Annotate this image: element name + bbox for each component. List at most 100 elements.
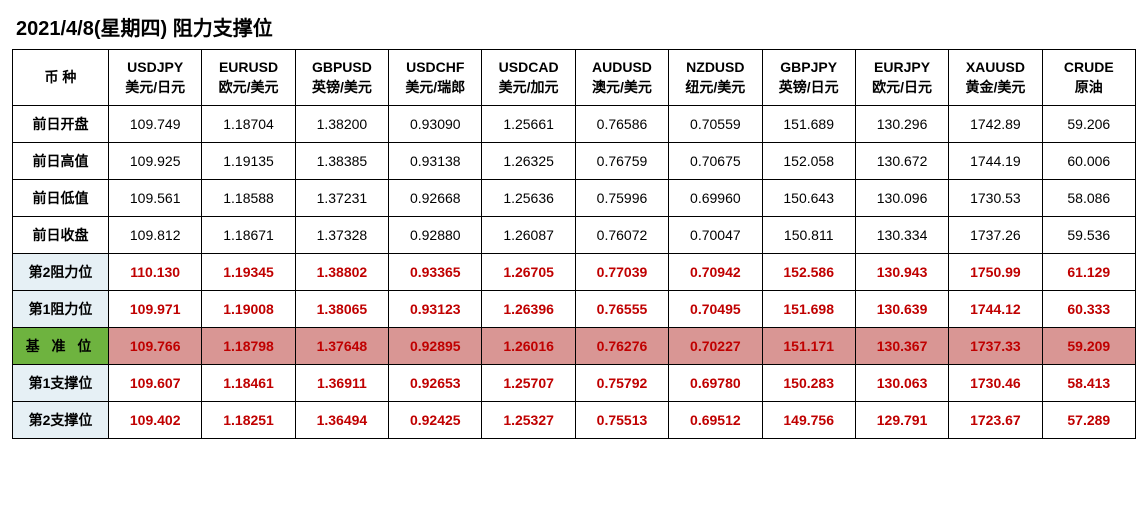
cell: 1.38802	[295, 254, 388, 291]
column-subtitle: 欧元/日元	[860, 78, 944, 98]
row-label: 第1阻力位	[13, 291, 109, 328]
column-header: CRUDE原油	[1042, 50, 1135, 106]
cell: 0.76072	[575, 217, 668, 254]
corner-header: 币 种	[13, 50, 109, 106]
table-row: 第2支撑位109.4021.182511.364940.924251.25327…	[13, 402, 1136, 439]
table-row: 基 准 位109.7661.187981.376480.928951.26016…	[13, 328, 1136, 365]
cell: 1.37648	[295, 328, 388, 365]
cell: 59.536	[1042, 217, 1135, 254]
cell: 1.18588	[202, 180, 295, 217]
column-subtitle: 欧元/美元	[206, 78, 290, 98]
column-symbol: USDJPY	[113, 58, 197, 78]
cell: 0.75792	[575, 365, 668, 402]
cell: 0.77039	[575, 254, 668, 291]
cell: 150.811	[762, 217, 855, 254]
cell: 0.70942	[669, 254, 762, 291]
cell: 130.639	[855, 291, 948, 328]
cell: 130.672	[855, 143, 948, 180]
cell: 0.70675	[669, 143, 762, 180]
cell: 152.058	[762, 143, 855, 180]
cell: 0.69780	[669, 365, 762, 402]
cell: 1742.89	[949, 106, 1042, 143]
pivot-table: 币 种 USDJPY美元/日元EURUSD欧元/美元GBPUSD英镑/美元USD…	[12, 49, 1136, 439]
column-subtitle: 美元/瑞郎	[393, 78, 477, 98]
cell: 0.92425	[389, 402, 482, 439]
cell: 0.70559	[669, 106, 762, 143]
row-label: 前日低值	[13, 180, 109, 217]
cell: 0.93365	[389, 254, 482, 291]
cell: 151.698	[762, 291, 855, 328]
cell: 129.791	[855, 402, 948, 439]
cell: 1.18704	[202, 106, 295, 143]
cell: 109.402	[109, 402, 202, 439]
cell: 0.76555	[575, 291, 668, 328]
cell: 0.93123	[389, 291, 482, 328]
cell: 60.006	[1042, 143, 1135, 180]
cell: 1.25661	[482, 106, 575, 143]
table-row: 前日高值109.9251.191351.383850.931381.263250…	[13, 143, 1136, 180]
cell: 151.689	[762, 106, 855, 143]
cell: 60.333	[1042, 291, 1135, 328]
row-label: 前日高值	[13, 143, 109, 180]
cell: 59.206	[1042, 106, 1135, 143]
cell: 0.69960	[669, 180, 762, 217]
cell: 0.70227	[669, 328, 762, 365]
cell: 0.93090	[389, 106, 482, 143]
table-row: 前日开盘109.7491.187041.382000.930901.256610…	[13, 106, 1136, 143]
cell: 1.18251	[202, 402, 295, 439]
cell: 0.69512	[669, 402, 762, 439]
cell: 1.25636	[482, 180, 575, 217]
column-header: XAUUSD黄金/美元	[949, 50, 1042, 106]
cell: 0.92895	[389, 328, 482, 365]
cell: 109.812	[109, 217, 202, 254]
cell: 0.76759	[575, 143, 668, 180]
cell: 110.130	[109, 254, 202, 291]
cell: 59.209	[1042, 328, 1135, 365]
table-row: 前日低值109.5611.185881.372310.926681.256360…	[13, 180, 1136, 217]
cell: 0.75996	[575, 180, 668, 217]
column-header: USDCAD美元/加元	[482, 50, 575, 106]
cell: 149.756	[762, 402, 855, 439]
column-subtitle: 黄金/美元	[953, 78, 1037, 98]
column-header: USDJPY美元/日元	[109, 50, 202, 106]
cell: 1744.19	[949, 143, 1042, 180]
column-header: AUDUSD澳元/美元	[575, 50, 668, 106]
cell: 1.38065	[295, 291, 388, 328]
cell: 1.19345	[202, 254, 295, 291]
cell: 1.36494	[295, 402, 388, 439]
cell: 109.561	[109, 180, 202, 217]
cell: 0.92880	[389, 217, 482, 254]
column-symbol: XAUUSD	[953, 58, 1037, 78]
cell: 152.586	[762, 254, 855, 291]
cell: 1744.12	[949, 291, 1042, 328]
column-symbol: USDCHF	[393, 58, 477, 78]
cell: 0.70047	[669, 217, 762, 254]
cell: 1.25327	[482, 402, 575, 439]
table-row: 第2阻力位110.1301.193451.388020.933651.26705…	[13, 254, 1136, 291]
cell: 130.334	[855, 217, 948, 254]
cell: 1.26087	[482, 217, 575, 254]
column-symbol: GBPJPY	[767, 58, 851, 78]
cell: 150.643	[762, 180, 855, 217]
cell: 109.971	[109, 291, 202, 328]
row-label: 第2阻力位	[13, 254, 109, 291]
cell: 58.413	[1042, 365, 1135, 402]
cell: 1.18461	[202, 365, 295, 402]
column-symbol: USDCAD	[486, 58, 570, 78]
column-header: EURUSD欧元/美元	[202, 50, 295, 106]
cell: 130.096	[855, 180, 948, 217]
row-label: 第1支撑位	[13, 365, 109, 402]
cell: 130.063	[855, 365, 948, 402]
cell: 0.70495	[669, 291, 762, 328]
cell: 57.289	[1042, 402, 1135, 439]
cell: 0.76586	[575, 106, 668, 143]
column-symbol: NZDUSD	[673, 58, 757, 78]
cell: 1.26705	[482, 254, 575, 291]
table-body: 前日开盘109.7491.187041.382000.930901.256610…	[13, 106, 1136, 439]
column-subtitle: 美元/日元	[113, 78, 197, 98]
cell: 130.296	[855, 106, 948, 143]
cell: 150.283	[762, 365, 855, 402]
cell: 0.92653	[389, 365, 482, 402]
cell: 0.92668	[389, 180, 482, 217]
header-row: 币 种 USDJPY美元/日元EURUSD欧元/美元GBPUSD英镑/美元USD…	[13, 50, 1136, 106]
